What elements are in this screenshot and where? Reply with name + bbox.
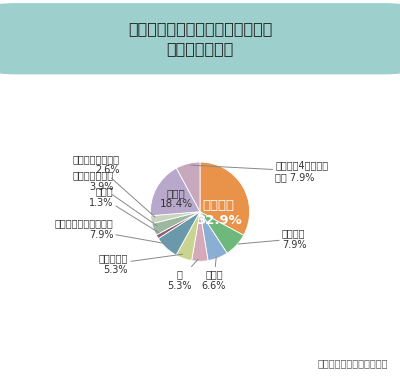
Text: （出典：警察庁犯罪情勢）: （出典：警察庁犯罪情勢）: [318, 359, 388, 369]
Wedge shape: [200, 212, 244, 253]
Text: 都市公園
7.9%: 都市公園 7.9%: [238, 228, 306, 250]
Text: 道路上以外のひったくり発生場所
認知件数の割合: 道路上以外のひったくり発生場所 認知件数の割合: [128, 21, 272, 56]
Wedge shape: [200, 162, 250, 235]
Text: コンビニエンスストア
7.9%: コンビニエンスストア 7.9%: [54, 218, 167, 244]
Text: 商業施設
32.9%: 商業施設 32.9%: [196, 199, 242, 227]
Wedge shape: [150, 168, 200, 216]
Wedge shape: [192, 212, 208, 261]
Wedge shape: [200, 212, 227, 260]
Wedge shape: [152, 212, 200, 235]
FancyBboxPatch shape: [0, 4, 400, 74]
Wedge shape: [156, 212, 200, 239]
Text: 列車内
1.3%: 列車内 1.3%: [89, 186, 159, 233]
Text: 駐車場
6.6%: 駐車場 6.6%: [202, 257, 226, 291]
Text: その他
18.4%: その他 18.4%: [160, 188, 192, 209]
Wedge shape: [150, 212, 200, 224]
Text: パチンコ屋
5.3%: パチンコ屋 5.3%: [99, 253, 182, 274]
Text: 駅
5.3%: 駅 5.3%: [167, 259, 198, 291]
Wedge shape: [158, 212, 200, 255]
Text: その他の列車内
3.9%: その他の列車内 3.9%: [72, 170, 157, 226]
Text: 地下街・地下通路
2.6%: 地下街・地下通路 2.6%: [73, 154, 155, 217]
Wedge shape: [176, 212, 200, 260]
Text: 中高層（4階以上）
住宅 7.9%: 中高層（4階以上） 住宅 7.9%: [191, 160, 328, 182]
Wedge shape: [176, 162, 200, 212]
